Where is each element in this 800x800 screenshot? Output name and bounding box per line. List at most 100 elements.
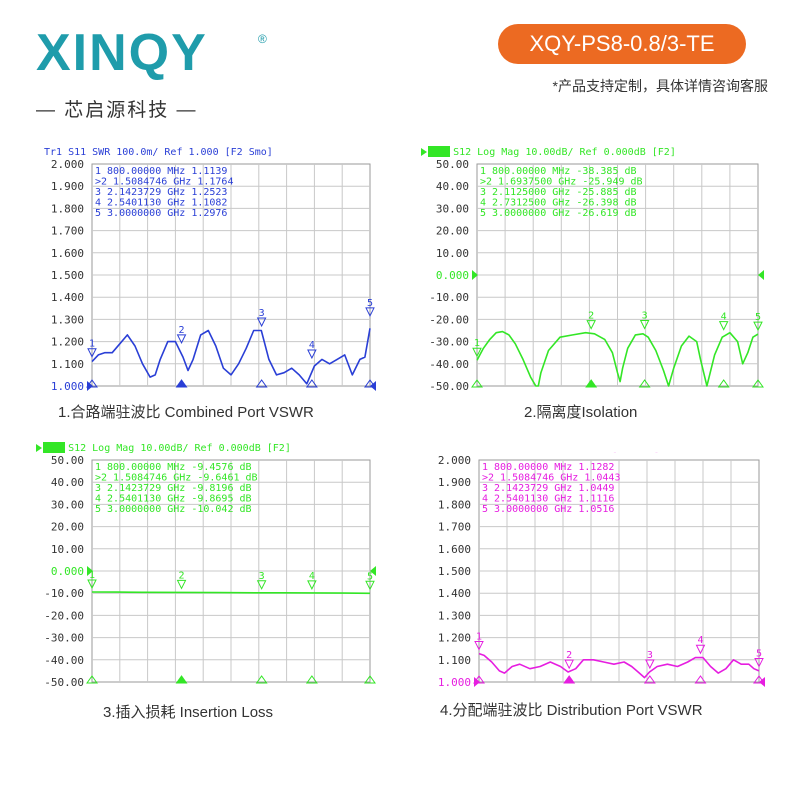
- chart-panel-isolation: Tr2 S12 Log Mag 10.00dB/ Ref 0.000dB [F2…: [400, 142, 800, 393]
- x-axis-marker: [717, 379, 730, 388]
- trace-line: [91, 328, 371, 385]
- marker-triangle: [645, 659, 655, 670]
- y-tick-label: 40.00: [436, 180, 469, 193]
- caption-distribution-vswr: 4.分配端驻波比 Distribution Port VSWR: [440, 702, 703, 719]
- marker-label: 5: [756, 649, 762, 660]
- y-tick-label: 10.00: [436, 247, 469, 260]
- x-axis-marker: [364, 675, 376, 684]
- y-tick-label: 1.800: [438, 498, 471, 511]
- y-tick-label: 1.300: [51, 313, 84, 326]
- chart-svg: Tr1 S11 SWR 100.0m/ Ref 1.000 [F2 Smo]2.…: [44, 147, 376, 393]
- ref-level-arrow-left: [472, 270, 478, 280]
- marker-readout-row: >2 1.5084746 GHz 1.0443: [482, 473, 620, 484]
- marker-label: 1: [89, 339, 95, 350]
- marker-readout-row: 4 2.5401130 GHz 1.1082: [95, 198, 227, 209]
- logo-wordmark: XINQY: [36, 24, 208, 82]
- marker-readout-row: 1 800.00000 MHz -38.385 dB: [480, 166, 637, 177]
- trace-line: [91, 591, 371, 595]
- marker-readout-row: 3 2.1423729 GHz -9.8196 dB: [95, 483, 252, 494]
- x-axis-marker: [255, 675, 268, 684]
- marker-triangle: [639, 319, 650, 330]
- marker-label: 4: [309, 340, 315, 351]
- marker-triangle: [754, 658, 764, 668]
- marker-readout-row: 1 800.00000 MHz 1.1282: [482, 462, 614, 473]
- y-tick-label: -40.00: [429, 358, 469, 371]
- ref-level-arrow-right: [758, 270, 764, 280]
- marker-triangle: [307, 349, 317, 360]
- chart-panel-distribution-vswr: Tr4 S22 SWR 100.0m/ Ref 1.000 [F2 Smo]2.…: [400, 443, 800, 692]
- marker-readout-row: 3 2.1423729 GHz 1.2523: [95, 187, 227, 198]
- marker-label: 5: [367, 571, 373, 582]
- caption-combined-vswr: 1.合路端驻波比 Combined Port VSWR: [58, 404, 314, 421]
- marker-label: 5: [755, 312, 761, 323]
- y-tick-label: 1.500: [51, 269, 84, 282]
- marker-readout-row: 1 800.00000 MHz 1.1139: [95, 166, 227, 177]
- logo-subtitle: — 芯启源科技 —: [36, 100, 198, 121]
- ref-level-arrow-left: [87, 566, 93, 576]
- y-tick-label: 1.900: [51, 180, 84, 193]
- chart-title: Tr3 S12 Log Mag 10.00dB/ Ref 0.000dB [F2…: [44, 443, 291, 454]
- marker-label: 4: [309, 571, 315, 582]
- y-tick-label: -50.00: [44, 676, 84, 688]
- marker-triangle: [472, 347, 482, 358]
- marker-label: 3: [259, 308, 265, 319]
- y-tick-label: 0.000: [51, 565, 84, 578]
- marker-triangle: [176, 579, 187, 590]
- y-tick-label: 50.00: [436, 158, 469, 171]
- y-tick-label: 1.100: [438, 654, 471, 667]
- marker-triangle: [365, 307, 375, 318]
- y-tick-label: 1.200: [438, 632, 471, 645]
- registered-mark: ®: [258, 32, 267, 46]
- chart-panel-insertion-loss: Tr3 S12 Log Mag 10.00dB/ Ref 0.000dB [F2…: [0, 438, 400, 689]
- marker-readout-row: 4 2.7312500 GHz -26.398 dB: [480, 198, 637, 209]
- marker-4: 4: [307, 340, 317, 360]
- marker-readout-row: 5 3.0000000 GHz -10.042 dB: [95, 504, 252, 515]
- marker-label: 2: [566, 650, 572, 661]
- marker-triangle: [176, 334, 187, 344]
- active-trace-arrow: [421, 148, 427, 156]
- marker-1: 1: [472, 338, 482, 358]
- x-axis-marker: [175, 379, 188, 388]
- x-axis-marker: [305, 379, 318, 388]
- y-tick-label: 20.00: [51, 521, 84, 534]
- ref-level-arrow-left: [474, 677, 480, 687]
- marker-triangle: [695, 644, 706, 655]
- chart-svg: Tr3 S12 Log Mag 10.00dB/ Ref 0.000dB [F2…: [36, 442, 376, 689]
- ref-level-arrow-right: [370, 381, 376, 391]
- y-tick-label: -20.00: [44, 609, 84, 622]
- marker-readout-row: 3 2.1423729 GHz 1.0449: [482, 483, 614, 494]
- y-tick-label: -20.00: [429, 313, 469, 326]
- marker-triangle: [365, 580, 375, 591]
- y-tick-label: 10.00: [51, 543, 84, 556]
- y-tick-label: 1.400: [438, 587, 471, 600]
- chart-title: Tr1 S11 SWR 100.0m/ Ref 1.000 [F2 Smo]: [44, 147, 273, 158]
- marker-triangle: [256, 580, 267, 590]
- marker-3: 3: [645, 650, 655, 670]
- marker-label: 1: [474, 338, 480, 349]
- marker-4: 4: [718, 312, 729, 331]
- marker-5: 5: [753, 312, 763, 332]
- marker-3: 3: [639, 310, 650, 330]
- marker-readout-row: >2 1.5084746 GHz 1.1764: [95, 177, 233, 188]
- marker-readout-row: 4 2.5401130 GHz -9.8695 dB: [95, 494, 252, 505]
- marker-5: 5: [754, 649, 764, 668]
- chart-panel-combined-vswr: Tr1 S11 SWR 100.0m/ Ref 1.000 [F2 Smo] 2.…: [0, 142, 400, 393]
- y-tick-label: 1.800: [51, 202, 84, 215]
- active-trace-arrow: [36, 444, 42, 452]
- y-tick-label: 1.600: [438, 543, 471, 556]
- marker-label: 1: [476, 632, 482, 643]
- x-axis-marker: [305, 675, 318, 684]
- marker-readout-row: 5 3.0000000 GHz 1.2976: [95, 208, 227, 219]
- marker-4: 4: [695, 635, 706, 655]
- caption-insertion-loss: 3.插入损耗 Insertion Loss: [103, 704, 274, 721]
- y-tick-label: 1.200: [51, 336, 84, 349]
- trace-tag-bg: [428, 146, 450, 157]
- x-axis-marker: [175, 675, 188, 684]
- y-tick-label: 0.000: [436, 269, 469, 282]
- marker-readout-row: >2 1.5084746 GHz -9.6461 dB: [95, 473, 258, 484]
- marker-label: 4: [697, 635, 703, 646]
- x-axis-marker: [753, 675, 765, 684]
- y-tick-label: 1.300: [438, 609, 471, 622]
- marker-triangle: [718, 321, 729, 331]
- ref-level-arrow-right: [370, 566, 376, 576]
